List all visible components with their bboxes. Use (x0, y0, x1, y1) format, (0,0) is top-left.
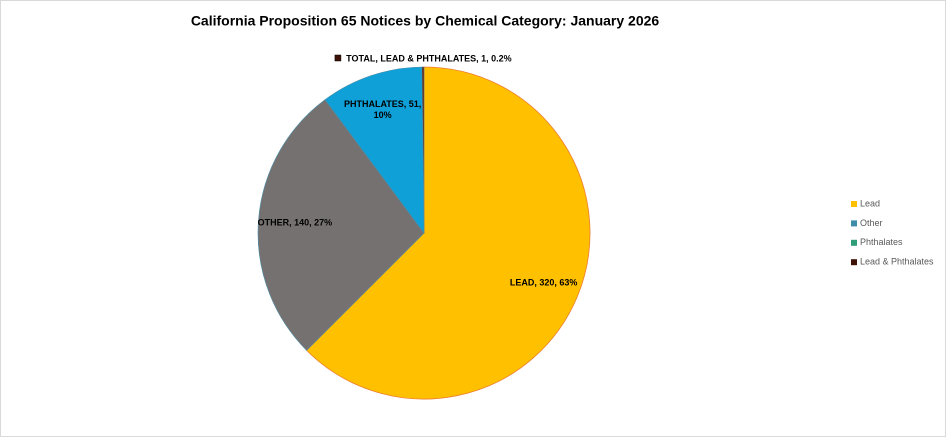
legend-swatch (851, 201, 857, 207)
data-label: LEAD, 320, 63% (509, 277, 578, 288)
pie-slice (421, 66, 425, 234)
pie-slice (257, 99, 425, 351)
legend-label: Phthalates (860, 237, 903, 247)
legend-swatch (851, 259, 857, 266)
legend-label: Lead (860, 198, 880, 208)
pie-slice (324, 66, 425, 234)
data-label: PHTHALATES, 51, 10% (343, 99, 422, 121)
label-key (334, 54, 342, 62)
legend-label: Lead & Phthalates (860, 257, 934, 267)
data-label: OTHER, 140, 27% (257, 217, 333, 228)
data-label: TOTAL, LEAD & PHTHALATES, 1, 0.2% (346, 53, 512, 64)
legend-swatch (851, 239, 857, 246)
legend-swatch (851, 220, 857, 227)
chart-title: California Proposition 65 Notices by Che… (191, 13, 660, 29)
pie-slice (306, 66, 591, 400)
legend-label: Other (860, 218, 883, 228)
